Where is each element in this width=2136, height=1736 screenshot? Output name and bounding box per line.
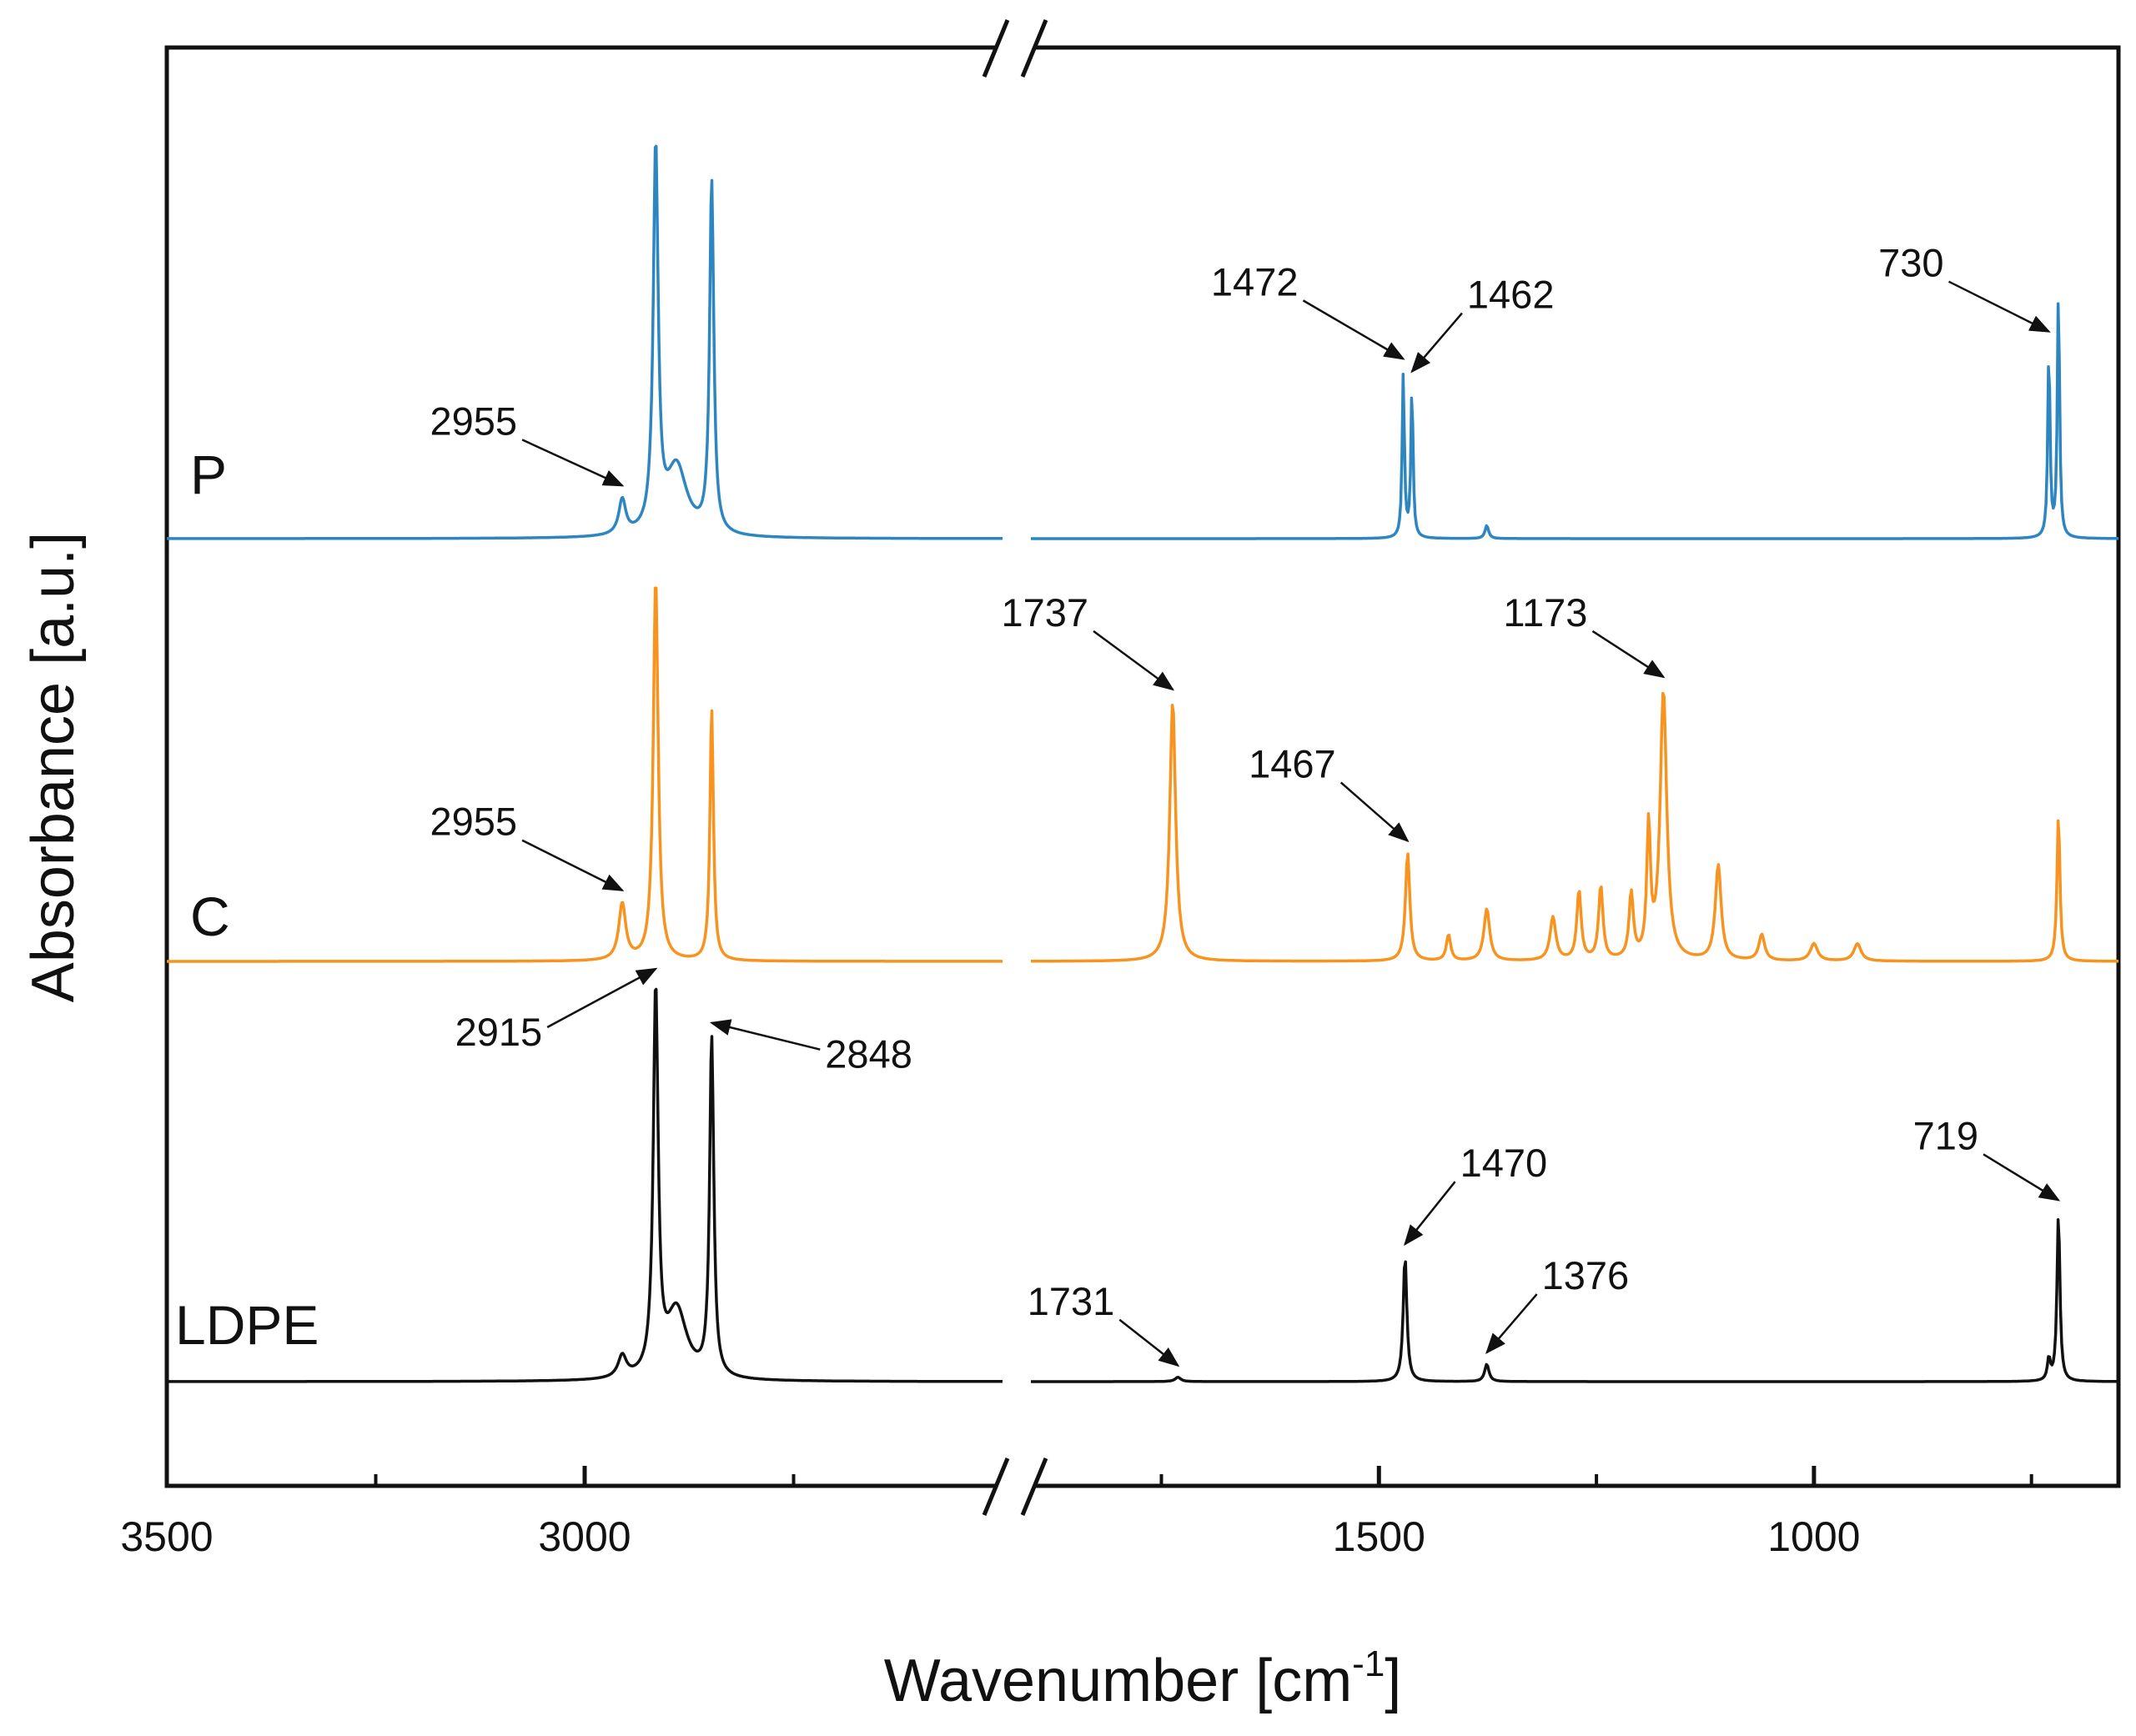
peak-label-c-1737: 1737 — [1001, 590, 1088, 635]
annotation-arrow-ldpe-1470 — [1404, 1181, 1456, 1247]
peak-label-c-2955: 2955 — [430, 800, 518, 844]
trace-p-segment-1 — [166, 144, 1003, 540]
annotation-arrow-c-2955 — [521, 839, 625, 891]
annotation-arrow-c-1467 — [1339, 781, 1410, 843]
peak-annotations: 2955 1472 1462 730 2955 1737 1467 1173 2915 2848 1… — [430, 241, 2061, 1367]
peak-label-c-1173: 1173 — [1503, 590, 1587, 635]
tick-label-1000: 1000 — [1767, 1513, 1860, 1560]
trace-ldpe-segment-2 — [1030, 1218, 2119, 1383]
peak-label-ldpe-1470: 1470 — [1460, 1141, 1548, 1185]
trace-c-segment-1 — [166, 586, 1003, 963]
trace-p-segment-2 — [1030, 302, 2119, 540]
annotation-arrow-c-1173 — [1591, 630, 1666, 679]
annotation-arrow-ldpe-2848 — [709, 1019, 821, 1051]
annotation-arrow-ldpe-1376 — [1485, 1293, 1538, 1354]
axis-break-gap-bottom — [998, 1478, 1036, 1492]
x-axis-tick-labels: 3500 3000 1500 1000 — [120, 1513, 1860, 1560]
tick-label-3000: 3000 — [538, 1513, 631, 1560]
annotation-arrow-ldpe-719 — [1983, 1153, 2061, 1202]
series-label-ldpe: LDPE — [175, 1294, 319, 1356]
peak-label-ldpe-1376: 1376 — [1542, 1253, 1630, 1297]
trace-c-segment-2 — [1030, 691, 2119, 963]
tick-label-3500: 3500 — [120, 1513, 213, 1560]
tick-label-1500: 1500 — [1333, 1513, 1425, 1560]
annotation-arrow-p-2955 — [521, 439, 625, 487]
peak-label-ldpe-2848: 2848 — [825, 1032, 912, 1076]
peak-label-p-1472: 1472 — [1211, 259, 1299, 304]
peak-label-ldpe-719: 719 — [1913, 1113, 1978, 1157]
y-axis-title: Absorbance [a.u.] — [20, 532, 87, 1002]
peak-label-p-730: 730 — [1878, 241, 1943, 285]
peak-label-ldpe-2915: 2915 — [455, 1010, 543, 1054]
annotation-arrow-ldpe-2915 — [546, 967, 658, 1029]
annotation-arrow-c-1737 — [1093, 630, 1175, 691]
x-axis-ticks — [164, 1466, 2033, 1486]
annotation-arrow-p-1472 — [1302, 299, 1405, 360]
peak-label-p-2955: 2955 — [430, 399, 518, 443]
plot-frame — [164, 45, 2121, 1488]
axis-break-gap-top — [998, 42, 1036, 55]
axis-break-marks — [982, 19, 1048, 1516]
trace-ldpe-segment-1 — [166, 987, 1003, 1383]
x-axis-title: Wavenumber [cm-1] — [884, 1643, 1402, 1714]
peak-label-c-1467: 1467 — [1249, 741, 1336, 785]
annotation-arrow-p-730 — [1948, 280, 2051, 333]
series-labels: P C LDPE — [175, 444, 319, 1356]
spectra-traces — [166, 144, 2119, 1383]
annotation-arrow-p-1462 — [1410, 312, 1463, 374]
peak-label-p-1462: 1462 — [1467, 273, 1555, 317]
annotation-arrow-ldpe-1731 — [1118, 1318, 1180, 1367]
peak-label-ldpe-1731: 1731 — [1028, 1279, 1115, 1323]
series-label-p: P — [190, 444, 227, 505]
series-label-c: C — [190, 886, 230, 947]
